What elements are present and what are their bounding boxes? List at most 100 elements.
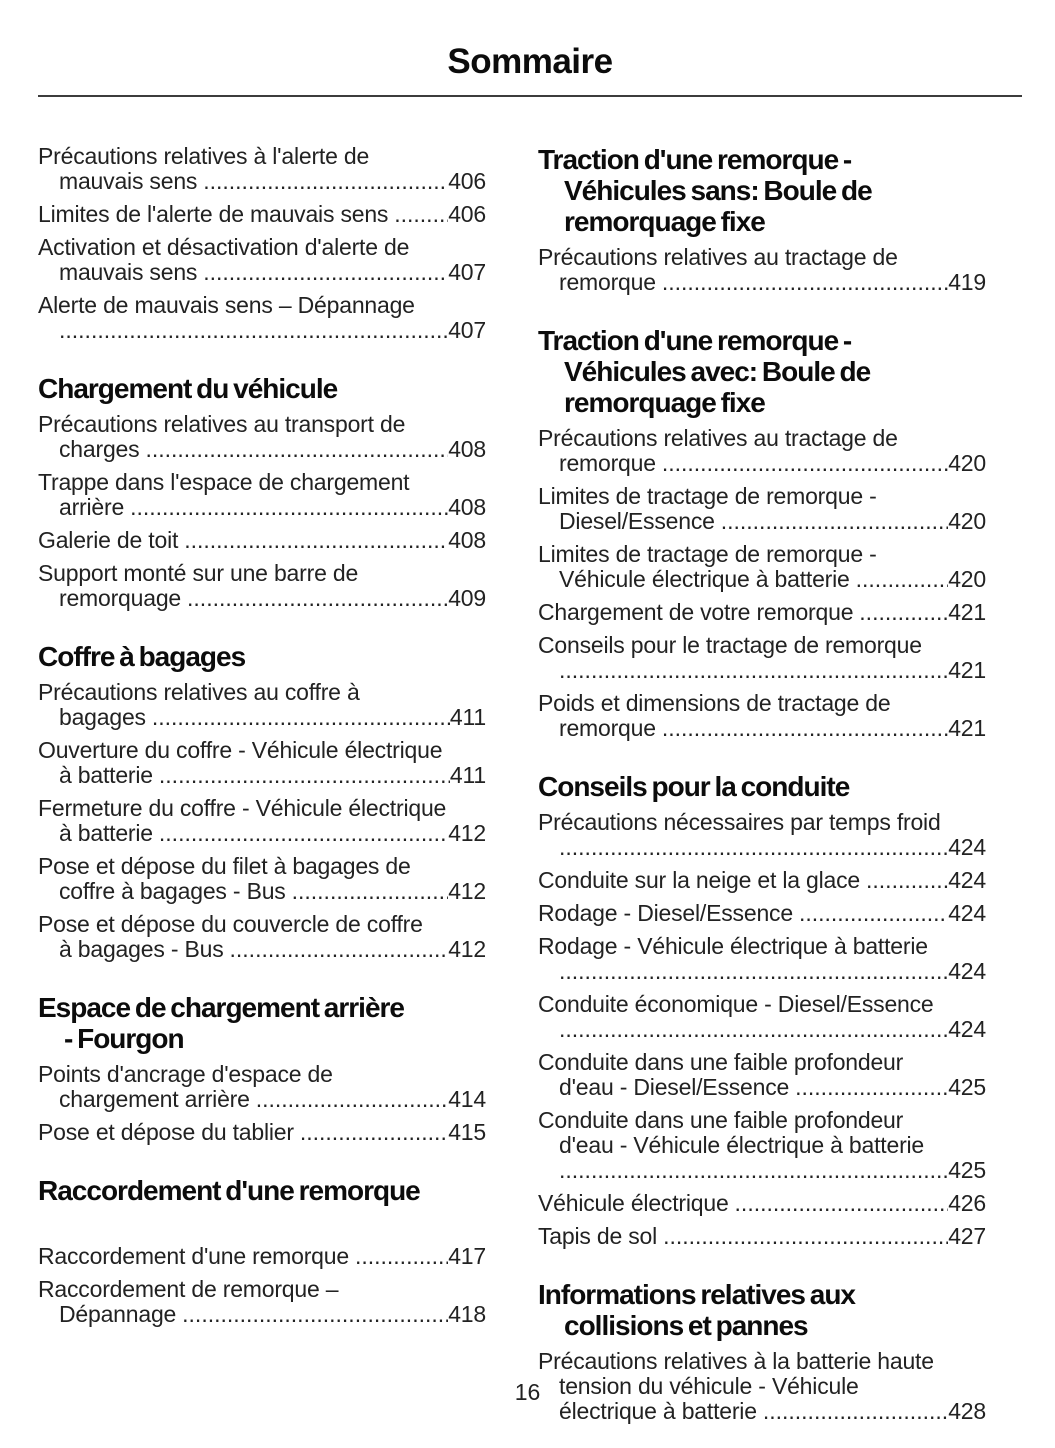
section-heading: Coffre à bagages	[38, 641, 486, 672]
toc-entry: Chargement de votre remorque 421	[538, 600, 986, 625]
entry-line: Support monté sur une barre de	[38, 560, 359, 586]
dot-leader	[721, 509, 949, 534]
toc-section: Raccordement d'une remorque Raccordement …	[38, 1175, 486, 1327]
entry-line: Raccordement de remorque –	[38, 1276, 339, 1302]
entry-page-number: 407	[448, 259, 486, 285]
entry-page-number: 408	[448, 494, 486, 520]
entry-line: Précautions relatives à l'alerte de	[38, 143, 370, 169]
entry-line: remorque 419	[538, 270, 986, 295]
toc-entry: Précautions relatives à la batterie haut…	[538, 1349, 986, 1424]
toc-entry: Limites de tractage de remorque - Véhicul…	[538, 542, 986, 592]
dot-leader	[159, 763, 450, 788]
entry-line: à bagages - Bus 412	[38, 937, 486, 962]
toc-entry: Pose et dépose du tablier 415	[38, 1120, 486, 1145]
dot-leader	[799, 901, 948, 926]
toc-entry: Pose et dépose du couvercle de coffre à b…	[38, 912, 486, 962]
footer-page-number: 16	[514, 1379, 541, 1405]
entry-line: Diesel/Essence 420	[538, 509, 986, 534]
entry-line: Points d'ancrage d'espace de	[38, 1061, 333, 1087]
entry-line: 424	[538, 835, 986, 860]
entry-line: Alerte de mauvais sens – Dépannage	[38, 292, 415, 318]
entry-page-number: 428	[948, 1398, 986, 1424]
entry-line: tension du véhicule - Véhicule	[559, 1373, 859, 1399]
entry-page-number: 420	[948, 566, 986, 592]
entry-line: Poids et dimensions de tractage de	[538, 690, 891, 716]
entry-text: Véhicule électrique	[538, 1190, 729, 1216]
heading-line: remorquage fixe	[564, 387, 766, 418]
entry-line: chargement arrière 414	[38, 1087, 486, 1112]
entry-line: Dépannage 418	[38, 1302, 486, 1327]
dot-leader	[662, 451, 948, 476]
entry-page-number: 424	[948, 958, 986, 984]
entry-text: bagages	[59, 704, 146, 730]
entry-line: remorquage 409	[38, 586, 486, 611]
entry-line: Précautions relatives à la batterie haut…	[538, 1348, 934, 1374]
entry-line: Limites de tractage de remorque -	[538, 483, 877, 509]
toc-entry: Conduite dans une faible profondeur d'eau…	[538, 1108, 986, 1183]
toc-entry: Précautions relatives au tractage de remo…	[538, 245, 986, 295]
entry-line: Précautions relatives au tractage de	[538, 244, 898, 270]
entry-text: Diesel/Essence	[559, 508, 715, 534]
toc-entry: Poids et dimensions de tractage de remorq…	[538, 691, 986, 741]
entry-page-number: 407	[448, 317, 486, 343]
toc-section: Chargement du véhicule Précautions relati…	[38, 373, 486, 611]
entry-text: Conduite sur la neige et la glace	[538, 867, 861, 893]
dot-leader	[187, 586, 448, 611]
entry-text: remorquage	[59, 585, 182, 611]
entry-line: Trappe dans l'espace de chargement	[38, 469, 410, 495]
entry-text: remorque	[559, 269, 656, 295]
entry-page-number: 412	[448, 936, 486, 962]
entry-page-number: 424	[948, 867, 986, 893]
toc-entry: Rodage - Véhicule électrique à batterie 4…	[538, 934, 986, 984]
entry-line: Véhicule électrique 426	[538, 1191, 986, 1216]
entry-text: remorque	[559, 450, 656, 476]
page-title: Sommaire	[447, 42, 613, 81]
dot-leader	[145, 437, 448, 462]
entry-text: Raccordement d'une remorque	[38, 1243, 349, 1269]
entry-text: remorque	[559, 715, 656, 741]
entry-line: Tapis de sol 427	[538, 1224, 986, 1249]
entry-line: à batterie 411	[38, 763, 486, 788]
entry-page-number: 418	[448, 1301, 486, 1327]
entry-line: Ouverture du coffre - Véhicule électriqu…	[38, 737, 443, 763]
toc-entry: Précautions relatives au coffre à bagages…	[38, 680, 486, 730]
dot-leader	[795, 1075, 948, 1100]
entry-text: Dépannage	[59, 1301, 177, 1327]
toc-section: Informations relatives aux collisions et …	[538, 1279, 986, 1424]
section-heading: Raccordement d'une remorque	[38, 1175, 486, 1206]
entry-page-number: 408	[448, 436, 486, 462]
dot-leader	[203, 169, 448, 194]
dot-leader	[256, 1087, 449, 1112]
heading-line: Chargement du véhicule	[38, 373, 338, 404]
entry-line: Limites de tractage de remorque -	[538, 541, 877, 567]
entry-line: bagages 411	[38, 705, 486, 730]
toc-entry: Véhicule électrique 426	[538, 1191, 986, 1216]
section-heading: Espace de chargement arrière - Fourgon	[38, 992, 486, 1054]
dot-leader	[559, 835, 948, 860]
entry-page-number: 427	[948, 1223, 986, 1249]
entry-page-number: 406	[448, 201, 486, 227]
toc-entry: Points d'ancrage d'espace de chargement a…	[38, 1062, 486, 1112]
entry-line: remorque 421	[538, 716, 986, 741]
dot-leader	[355, 1244, 448, 1269]
entry-page-number: 419	[948, 269, 986, 295]
entry-text: chargement arrière	[59, 1086, 250, 1112]
entry-page-number: 425	[948, 1157, 986, 1183]
entry-text: Pose et dépose du tablier	[38, 1119, 294, 1145]
entry-text: arrière	[59, 494, 125, 520]
entry-text: Limites de l'alerte de mauvais sens	[38, 201, 389, 227]
entry-line: d'eau - Véhicule électrique à batterie	[559, 1132, 925, 1158]
dot-leader	[866, 868, 948, 893]
entry-page-number: 417	[448, 1243, 486, 1269]
toc-entry: Précautions relatives au transport de cha…	[38, 412, 486, 462]
entry-line: Activation et désactivation d'alerte de	[38, 234, 410, 260]
entry-page-number: 414	[448, 1086, 486, 1112]
entry-text: Véhicule électrique à batterie	[559, 566, 850, 592]
title-rule	[38, 95, 1022, 97]
entry-line: Galerie de toit 408	[38, 528, 486, 553]
toc-entry: Conduite dans une faible profondeur d'eau…	[538, 1050, 986, 1100]
toc-section: Traction d'une remorque - Véhicules sans:…	[538, 144, 986, 295]
entry-line: mauvais sens 407	[38, 260, 486, 285]
dot-leader	[230, 937, 449, 962]
